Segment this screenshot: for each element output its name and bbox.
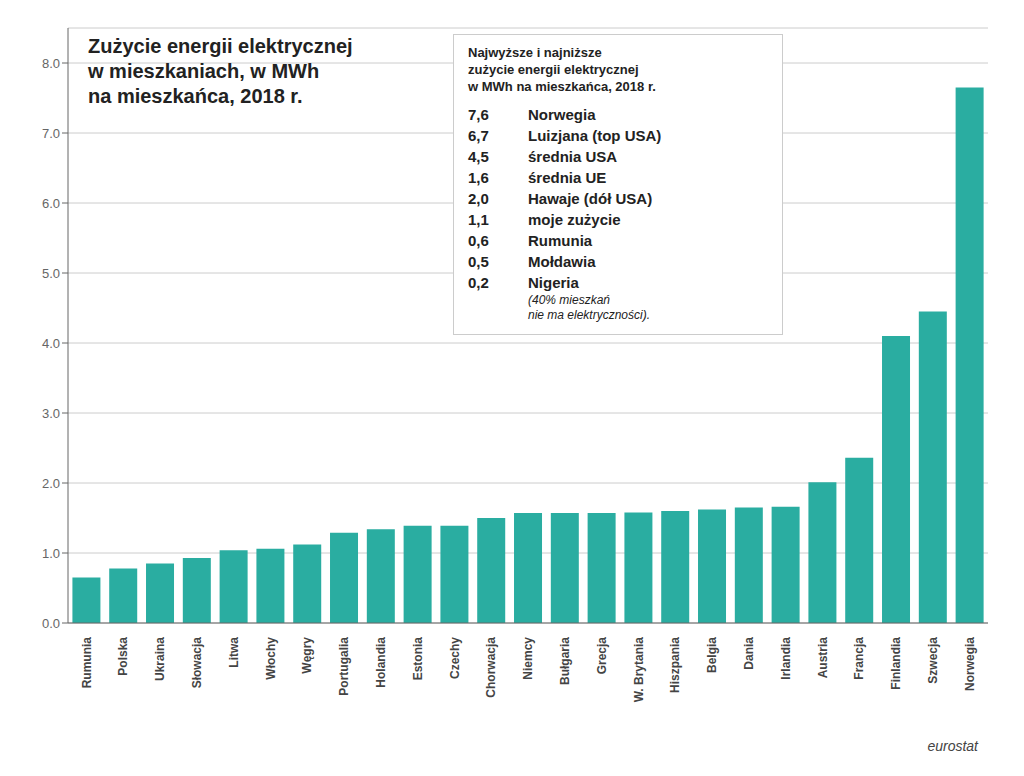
svg-text:Finlandia: Finlandia	[889, 637, 903, 690]
svg-text:Francja: Francja	[852, 637, 866, 680]
svg-text:7.0: 7.0	[42, 126, 60, 141]
html-text:0,5: 0,5	[468, 252, 489, 270]
html-text:Luizjana (top USA): Luizjana (top USA)	[528, 126, 662, 144]
html-text:0,2: 0,2	[468, 273, 489, 291]
svg-text:Słowacja: Słowacja	[190, 637, 204, 689]
svg-text:Włochy: Włochy	[264, 637, 278, 680]
html-text:4,5: 4,5	[468, 147, 489, 165]
html-text:1,1: 1,1	[468, 210, 489, 228]
svg-text:Estonia: Estonia	[411, 637, 425, 681]
html-text:Rumunia: Rumunia	[528, 231, 593, 249]
html-text:na mieszkańca, 2018 r.: na mieszkańca, 2018 r.	[88, 85, 303, 107]
html-text:Najwyższe i najniższe zużycie: Najwyższe i najniższe zużycie energii el…	[468, 45, 656, 94]
html-text:Hawaje (dół USA): Hawaje (dół USA)	[528, 189, 653, 207]
svg-text:4.0: 4.0	[42, 336, 60, 351]
svg-text:Portugalia: Portugalia	[337, 637, 351, 696]
html-text:średnia UE: średnia UE	[528, 168, 607, 186]
html-text:0,6: 0,6	[468, 231, 489, 249]
svg-text:Rumunia: Rumunia	[80, 637, 94, 689]
html-text:7,6: 7,6	[468, 105, 489, 123]
svg-text:Bułgaria: Bułgaria	[558, 637, 572, 685]
html-text:średnia USA: średnia USA	[528, 147, 618, 165]
svg-text:8.0: 8.0	[42, 56, 60, 71]
svg-text:1.0: 1.0	[42, 546, 60, 561]
html-text:(40% mieszkań nie ma elektrycz: (40% mieszkań nie ma elektryczności).	[528, 292, 650, 323]
svg-text:Norwegia: Norwegia	[963, 637, 977, 691]
svg-text:Austria: Austria	[816, 637, 830, 679]
svg-text:Litwa: Litwa	[227, 637, 241, 668]
html-text:Zużycie energii elektrycznej: Zużycie energii elektrycznej	[88, 35, 353, 57]
svg-text:3.0: 3.0	[42, 406, 60, 421]
html-text:Mołdawia: Mołdawia	[528, 252, 596, 270]
svg-text:Hiszpania: Hiszpania	[668, 637, 682, 693]
svg-text:Dania: Dania	[742, 637, 756, 670]
html-text:w mieszkaniach, w MWh: w mieszkaniach, w MWh	[88, 60, 320, 82]
html-text:1,6: 1,6	[468, 168, 489, 186]
html-text:6,7: 6,7	[468, 126, 489, 144]
svg-text:Chorwacja: Chorwacja	[484, 637, 498, 698]
svg-text:Holandia: Holandia	[374, 637, 388, 688]
svg-text:Irlandia: Irlandia	[779, 637, 793, 680]
svg-text:W. Brytania: W. Brytania	[632, 637, 646, 703]
svg-text:Czechy: Czechy	[448, 637, 462, 679]
html-text:moje zużycie: moje zużycie	[528, 210, 621, 228]
html-text:Nigeria: Nigeria	[528, 273, 579, 291]
svg-text:Niemcy: Niemcy	[521, 637, 535, 680]
svg-text:0.0: 0.0	[42, 616, 60, 631]
svg-text:Węgry: Węgry	[300, 637, 314, 674]
svg-text:2.0: 2.0	[42, 476, 60, 491]
svg-text:5.0: 5.0	[42, 266, 60, 281]
html-text:eurostat: eurostat	[927, 738, 978, 754]
html-text:Norwegia: Norwegia	[528, 105, 596, 123]
html-text:2,0: 2,0	[468, 189, 489, 207]
svg-text:Belgia: Belgia	[705, 637, 719, 673]
svg-text:6.0: 6.0	[42, 196, 60, 211]
svg-text:Szwecja: Szwecja	[926, 637, 940, 684]
svg-text:Polska: Polska	[116, 637, 130, 676]
svg-text:Grecja: Grecja	[595, 637, 609, 675]
svg-text:Ukraina: Ukraina	[153, 637, 167, 681]
